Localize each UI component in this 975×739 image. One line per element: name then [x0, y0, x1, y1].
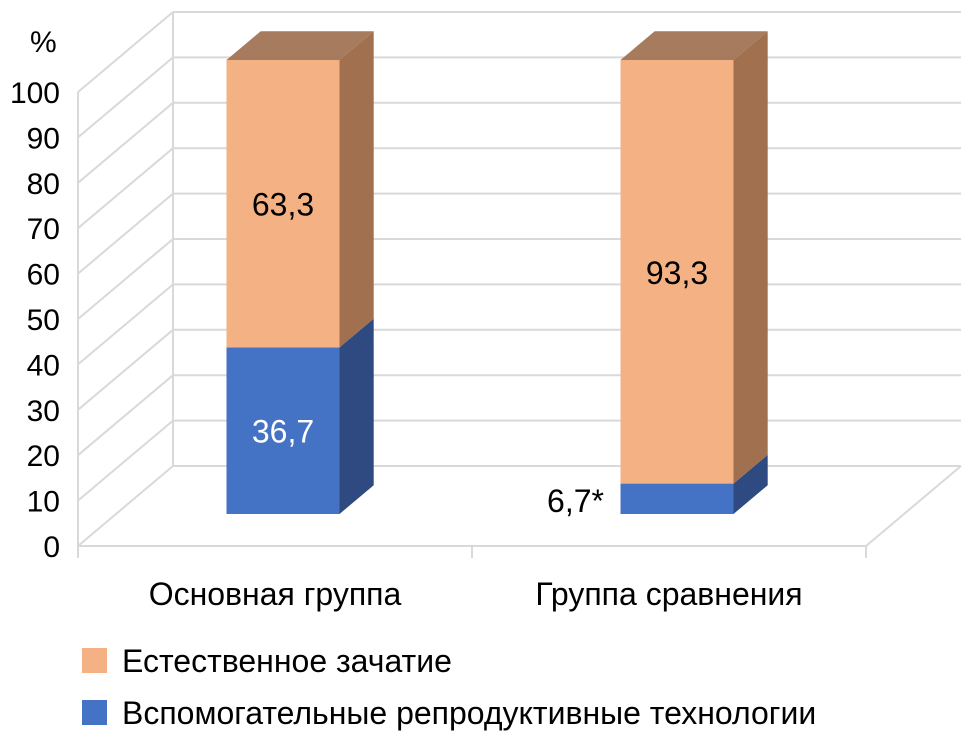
legend-swatch: [82, 700, 107, 725]
y-tick-label: 90: [27, 122, 60, 155]
floor-edge: [865, 465, 962, 547]
y-tick-label: 100: [10, 77, 60, 110]
y-tick-label: 70: [27, 213, 60, 246]
gridline-side: [77, 465, 174, 547]
bar-top-face: [226, 31, 374, 60]
y-tick-label: 40: [27, 349, 60, 382]
data-label: 93,3: [646, 255, 708, 291]
legend-item: Вспомогательные репродуктивные технологи…: [82, 695, 816, 731]
bar-top-face: [620, 31, 768, 60]
y-tick-label: 50: [27, 304, 60, 337]
gridline-side: [77, 238, 174, 320]
data-label: 36,7: [252, 414, 314, 450]
bar-side-face: [733, 31, 768, 484]
y-tick-label: 30: [27, 395, 60, 428]
bar: [620, 60, 734, 484]
bar: [226, 347, 340, 514]
x-tick-label: Группа сравнения: [535, 576, 802, 612]
y-tick-label: 20: [27, 440, 60, 473]
bars: 36,7 63,3 6,7* 93,3: [226, 31, 768, 519]
y-tick-label: 80: [27, 168, 60, 201]
x-tick-label: Основная группа: [149, 576, 402, 612]
gridline-side: [77, 192, 174, 275]
bar-segment: 6,7*: [547, 454, 768, 519]
data-label: 63,3: [252, 187, 314, 223]
data-label: 6,7*: [547, 483, 604, 519]
gridline-side: [77, 11, 174, 93]
gridline-side: [77, 329, 174, 411]
legend-swatch: [82, 648, 107, 673]
bar-segment: 36,7: [226, 318, 374, 514]
y-tick-label: 10: [27, 486, 60, 519]
gridline-side: [77, 102, 174, 184]
y-tick-label: 0: [43, 531, 60, 564]
bar: [620, 483, 734, 514]
gridline-side: [77, 56, 174, 139]
gridline-side: [77, 147, 174, 229]
bar: [226, 60, 340, 348]
y-tick-label: 60: [27, 259, 60, 292]
y-axis-unit-label: %: [30, 26, 57, 59]
bar-segment: 63,3: [226, 31, 374, 348]
gridline-side: [77, 374, 174, 456]
legend-label: Естественное зачатие: [122, 643, 452, 679]
legend: Естественное зачатие Вспомогательные репр…: [82, 643, 816, 731]
bar-side-face: [733, 454, 768, 514]
y-axis: % 0 10 20 30 40 50 60 70 80 90 100: [10, 26, 60, 564]
bar-side-face: [339, 31, 374, 348]
legend-label: Вспомогательные репродуктивные технологи…: [122, 695, 816, 731]
x-axis: Основная группа Группа сравнения: [77, 545, 867, 612]
bar-side-face: [339, 318, 374, 514]
gridline-side: [77, 419, 174, 502]
bar-segment: 93,3: [620, 31, 768, 484]
legend-item: Естественное зачатие: [82, 643, 452, 679]
chart-grid: [77, 11, 962, 547]
gridline-side: [77, 283, 174, 366]
